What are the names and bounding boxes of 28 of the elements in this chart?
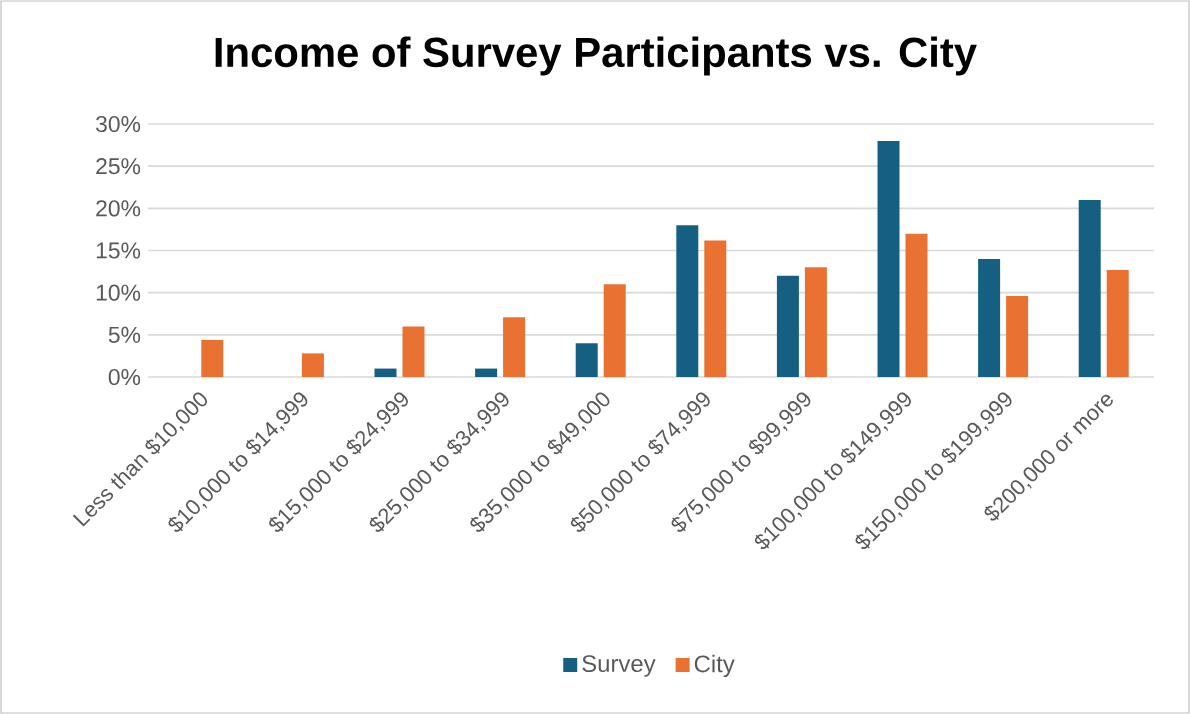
y-tick-label: 0% — [108, 368, 141, 386]
y-tick-label: 30% — [95, 115, 141, 133]
bar — [603, 284, 626, 377]
y-tick-label: 15% — [96, 242, 141, 259]
bar — [905, 233, 928, 377]
legend-label: City — [694, 654, 735, 678]
bar — [575, 343, 598, 377]
bar — [1078, 199, 1101, 377]
bar — [503, 317, 526, 377]
bar — [804, 267, 827, 377]
bar — [201, 339, 224, 377]
y-tick-label: 20% — [96, 200, 141, 217]
bar — [877, 140, 900, 377]
y-tick-label: 25% — [96, 158, 141, 175]
bar — [374, 368, 397, 377]
y-tick-label: 5% — [108, 326, 141, 343]
bar — [1006, 296, 1029, 377]
bar — [475, 368, 498, 377]
bar — [704, 240, 727, 377]
legend-label: Survey — [582, 655, 656, 677]
chart-title: Income of Survey Participants vs. City — [215, 36, 977, 76]
y-tick-label: 10% — [96, 284, 141, 301]
bar — [402, 326, 425, 377]
bar — [676, 225, 699, 377]
bar — [776, 275, 799, 377]
bar — [1106, 269, 1129, 377]
bar — [978, 258, 1001, 377]
bar — [301, 353, 324, 377]
